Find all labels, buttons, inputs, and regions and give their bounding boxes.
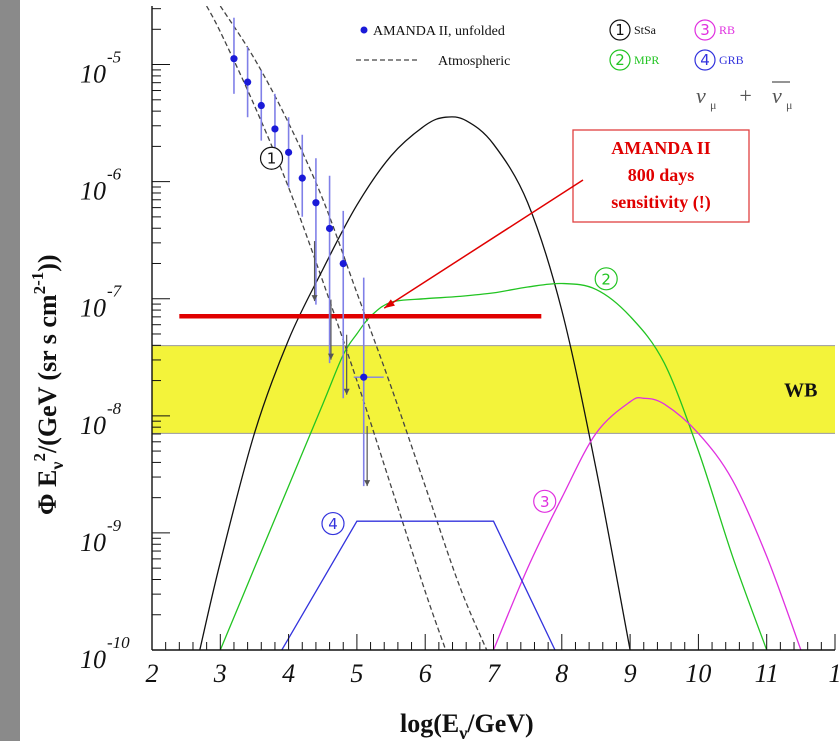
atmospheric-upper-line (219, 6, 488, 650)
wb-band (152, 345, 835, 434)
x-tick-label-9: 9 (624, 659, 637, 688)
x-tick-label-3: 3 (213, 659, 227, 688)
curve-rb (492, 397, 802, 650)
legend-plus: + (738, 83, 753, 108)
x-tick-label-11: 11 (755, 659, 779, 688)
legend-nu-sub: μ (710, 98, 716, 112)
y-axis-title-sup-minus: -1 (28, 272, 47, 286)
y-tick-exponent--7: -7 (107, 282, 123, 301)
legend-circle-4 (694, 49, 716, 71)
atmospheric-lower-line (206, 6, 447, 650)
amanda-point-10 (360, 373, 368, 381)
curve-label-1: 1 (267, 150, 277, 168)
legend-name-stsa: StSa (634, 23, 657, 37)
y-tick-base--8: 10 (80, 411, 106, 440)
y-tick-exponent--8: -8 (107, 399, 122, 418)
amanda-point-5 (285, 148, 293, 156)
amanda-point-4 (271, 125, 279, 133)
legend-id-4: 4 (700, 51, 710, 69)
amanda-point-6 (298, 174, 306, 182)
x-tick-label-7: 7 (487, 659, 501, 688)
y-tick-base--7: 10 (80, 294, 106, 323)
upper-limit-arrow-4 (364, 480, 371, 487)
legend-id-1: 1 (615, 21, 625, 39)
y-axis-title-sup2: 2 (30, 286, 49, 295)
legend-name-grb: GRB (719, 53, 744, 67)
x-tick-label-8: 8 (555, 659, 568, 688)
y-axis-title: Φ Eν2/(GeV (sr s cm2-1)) (28, 254, 67, 515)
curve-mpr (219, 282, 768, 650)
curve-label-4: 4 (328, 515, 338, 533)
annotation-line-3: sensitivity (!) (611, 192, 710, 213)
curve-grb (281, 520, 556, 650)
curve-label-circle-3 (533, 489, 557, 513)
legend-nubar: ν (772, 83, 782, 108)
x-axis-title-sub: ν (458, 723, 467, 741)
y-tick-exponent--9: -9 (107, 516, 122, 535)
y-tick-base--10: 10 (80, 645, 106, 674)
amanda-point-3 (257, 101, 265, 110)
legend-name-mpr: MPR (634, 53, 659, 67)
y-axis-title-sup: 2 (30, 453, 49, 462)
x-tick-label-5: 5 (350, 659, 363, 688)
legend-circle-1 (609, 19, 631, 41)
wb-label: WB (784, 379, 817, 401)
upper-limit-arrow-3 (343, 388, 350, 395)
legend-amanda-label: AMANDA II, unfolded (373, 24, 505, 39)
curve-label-circle-2 (594, 267, 618, 291)
legend-id-2: 2 (615, 51, 625, 69)
x-tick-label-12: 1 (829, 659, 839, 688)
annotation-line-2: 800 days (628, 165, 695, 185)
upper-limit-arrow-2 (327, 353, 334, 360)
curve-label-2: 2 (601, 270, 611, 288)
curve-label-circle-1 (259, 146, 284, 170)
curve-stsa (199, 116, 631, 650)
amanda-point-7 (312, 199, 320, 207)
x-axis-title-main: log(E (400, 709, 459, 738)
amanda-point-8 (325, 224, 334, 233)
legend-layer: AMANDA II, unfolded Atmospheric 1 StSa 2 MPR 3… (356, 19, 792, 112)
legend-atmos-label: Atmospheric (438, 54, 510, 69)
legend-nubar-sub: μ (786, 98, 792, 112)
curve-label-circle-4 (321, 511, 345, 536)
curve-label-3: 3 (540, 493, 550, 511)
x-tick-label-4: 4 (282, 659, 295, 688)
y-axis-title-main: Φ E (33, 470, 62, 515)
amanda-point-2 (244, 78, 252, 86)
labels-layer: WB 1 2 3 4 AMANDA II 800 days sensitivity (!) 2 3… (28, 48, 839, 741)
legend-nu: ν (696, 83, 706, 108)
y-tick-exponent--5: -5 (107, 48, 121, 67)
y-tick-exponent--6: -6 (107, 165, 122, 184)
y-tick-base--5: 10 (80, 60, 106, 89)
flux-chart: WB 1 2 3 4 AMANDA II 800 days sensitivity (!) 2 3… (28, 6, 839, 741)
legend-id-3: 3 (700, 21, 710, 39)
x-tick-label-2: 2 (146, 659, 159, 688)
legend-circle-2 (609, 49, 631, 71)
legend-name-rb: RB (719, 23, 735, 37)
y-axis-title-sub: ν (47, 462, 67, 471)
x-axis-title: log(Eν/GeV) (400, 709, 534, 741)
y-axis-title-end: /(GeV (sr s cm (33, 294, 62, 454)
legend-amanda-marker (360, 26, 368, 34)
upper-limit-arrow-1 (311, 295, 318, 302)
x-tick-label-10: 10 (685, 659, 711, 688)
wb-band-layer (152, 345, 835, 434)
annotation-box (572, 129, 750, 223)
annotation-arrow-head (384, 299, 395, 309)
figure-frame: WB 1 2 3 4 AMANDA II 800 days sensitivity (!) 2 3… (20, 0, 839, 741)
y-tick-base--9: 10 (80, 528, 106, 557)
y-tick-exponent--10: -10 (107, 633, 130, 652)
y-axis-title-close: )) (33, 254, 62, 271)
x-axis-title-end: /GeV) (466, 709, 533, 738)
y-tick-base--6: 10 (80, 177, 106, 206)
curves-layer (179, 6, 802, 650)
axes-layer (151, 6, 836, 651)
amanda-point-9 (339, 260, 347, 268)
annotation-arrow-line (383, 179, 584, 309)
amanda-point-1 (230, 55, 238, 63)
legend-circle-3 (694, 19, 716, 41)
x-tick-label-6: 6 (419, 659, 432, 688)
annotation-line-1: AMANDA II (611, 138, 711, 158)
